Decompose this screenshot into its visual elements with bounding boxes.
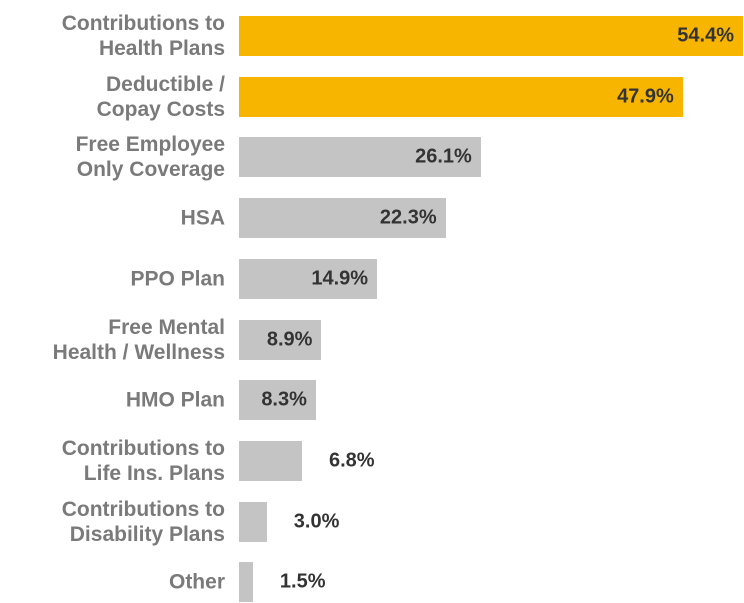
bar [239, 501, 267, 542]
category-label: Free Employee Only Coverage [75, 133, 225, 182]
category-label: Contributions to Life Ins. Plans [61, 436, 225, 485]
bar [239, 562, 253, 603]
category-label: HMO Plan [125, 388, 225, 412]
category-label: PPO Plan [130, 267, 225, 291]
value-label: 1.5% [279, 570, 326, 593]
value-label: 14.9% [311, 267, 369, 290]
bar [239, 76, 683, 117]
category-label: Free Mental Health / Wellness [52, 315, 225, 364]
bar [239, 137, 481, 178]
value-label: 47.9% [617, 85, 674, 108]
value-label: 26.1% [415, 145, 472, 168]
bar [239, 16, 743, 56]
category-label: Contributions to Health Plans [61, 12, 225, 60]
bar [239, 440, 302, 481]
category-label: Other [168, 570, 225, 594]
category-label: HSA [180, 206, 225, 230]
value-label: 22.3% [379, 206, 437, 229]
value-label: 8.3% [261, 388, 307, 411]
value-label: 6.8% [329, 449, 375, 472]
bar [239, 258, 378, 299]
category-label: Deductible / Copay Costs [96, 72, 225, 121]
value-label: 54.4% [677, 24, 734, 47]
value-label: 3.0% [293, 510, 340, 533]
bar [239, 319, 322, 360]
bar [239, 380, 316, 421]
bar [239, 198, 446, 239]
category-label: Contributions to Disability Plans [61, 497, 225, 546]
value-label: 8.9% [266, 328, 313, 350]
